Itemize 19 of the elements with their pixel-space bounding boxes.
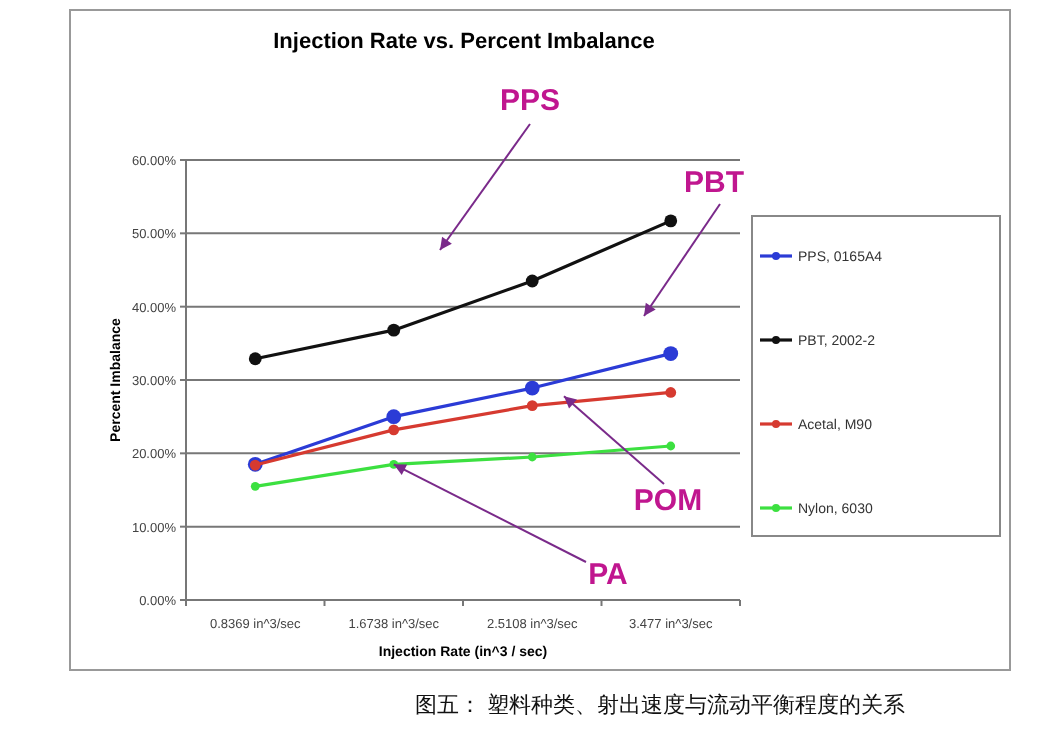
point <box>388 424 400 436</box>
point <box>250 481 260 491</box>
point <box>664 214 678 228</box>
point <box>527 452 537 462</box>
point <box>524 380 540 396</box>
point <box>386 409 402 425</box>
chart-title: Injection Rate vs. Percent Imbalance <box>273 30 655 54</box>
text: 图五： 塑料种类、射出速度与流动平衡程度的关系 <box>414 692 906 718</box>
text: PPS <box>499 84 561 118</box>
point <box>665 387 677 398</box>
point <box>248 352 262 366</box>
point <box>526 400 538 412</box>
annotation: PA <box>588 558 629 592</box>
point <box>525 274 539 288</box>
point <box>666 441 676 451</box>
annotation: POM <box>633 484 703 518</box>
point <box>663 346 679 361</box>
annotation: PBT <box>684 166 744 200</box>
point <box>387 323 401 337</box>
